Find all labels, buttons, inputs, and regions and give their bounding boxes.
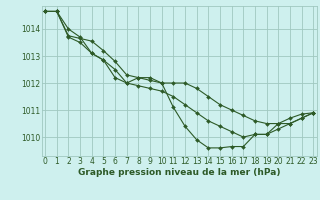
- X-axis label: Graphe pression niveau de la mer (hPa): Graphe pression niveau de la mer (hPa): [78, 168, 280, 177]
